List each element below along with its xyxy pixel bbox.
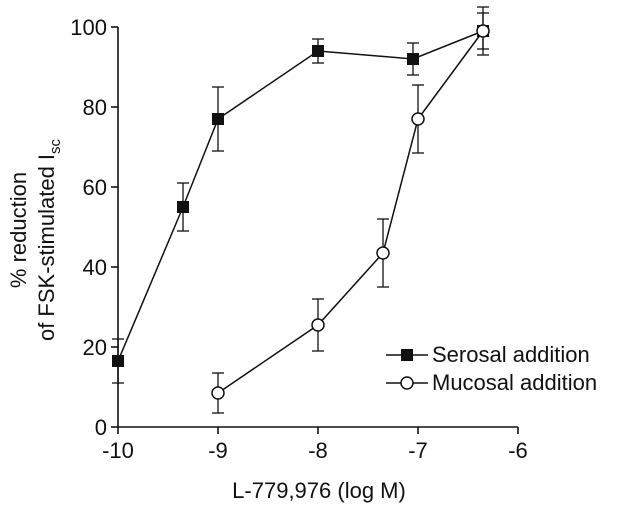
x-axis-label: L-779,976 (log M) <box>232 478 406 503</box>
data-point-serosal <box>112 355 124 367</box>
y-tick-label: 100 <box>70 15 107 40</box>
data-point-mucosal <box>376 246 390 260</box>
y-axis-label-main: of FSK-stimulated I <box>34 154 59 341</box>
series-mucosal-line <box>217 30 484 394</box>
data-point-mucosal <box>211 386 225 400</box>
y-tick-label: 60 <box>83 175 107 200</box>
data-point-serosal <box>312 45 324 57</box>
y-tick-label: 80 <box>83 95 107 120</box>
legend-serosal-marker <box>401 349 413 361</box>
data-point-mucosal <box>311 318 325 332</box>
data-point-mucosal <box>411 112 425 126</box>
series-serosal-line <box>117 30 484 362</box>
series-mucosal <box>211 12 490 414</box>
y-tick-label: 0 <box>95 415 107 440</box>
legend-serosal-label: Serosal addition <box>432 342 590 367</box>
data-point-serosal <box>212 113 224 125</box>
axes: -10 -9 -8 -7 -6 0 20 40 60 80 100 <box>70 15 528 463</box>
series-serosal <box>112 6 489 384</box>
x-tick-label: -8 <box>308 438 328 463</box>
x-tick-label: -6 <box>508 438 528 463</box>
legend: Serosal addition Mucosal addition <box>386 342 597 395</box>
x-tick-label: -7 <box>408 438 428 463</box>
data-point-serosal <box>177 201 189 213</box>
series-layer <box>112 6 490 414</box>
y-axis-label-line2: of FSK-stimulated Isc <box>34 138 64 341</box>
y-tick-label: 20 <box>83 335 107 360</box>
legend-mucosal-label: Mucosal addition <box>432 370 597 395</box>
y-axis-label-subscript: sc <box>47 138 64 154</box>
y-axis-label-line1: % reduction <box>6 172 31 288</box>
y-tick-label: 40 <box>83 255 107 280</box>
data-point-mucosal <box>476 24 490 38</box>
x-tick-label: -10 <box>102 438 134 463</box>
y-axis-label: % reduction of FSK-stimulated Isc <box>6 138 64 341</box>
x-tick-label: -9 <box>208 438 228 463</box>
data-point-serosal <box>407 53 419 65</box>
legend-mucosal-marker <box>400 376 414 390</box>
